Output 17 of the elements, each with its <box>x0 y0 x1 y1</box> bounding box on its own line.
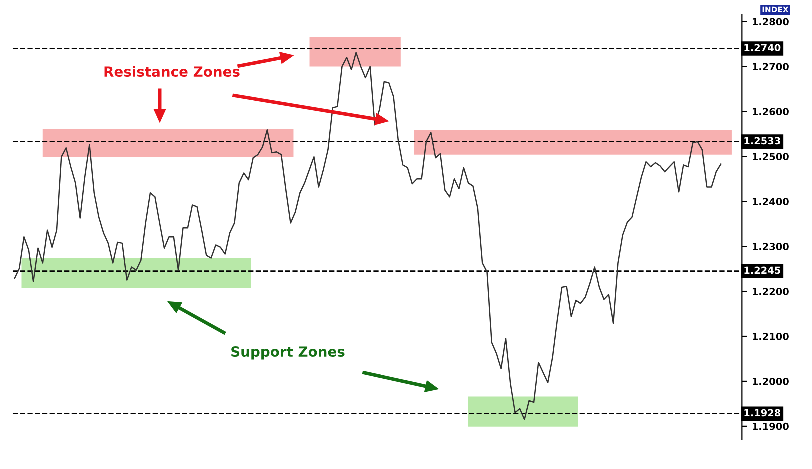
y-tick-label: 1.1900 <box>752 422 789 430</box>
ref-line-label: 1.2740 <box>744 44 781 52</box>
y-tick-label: 1.2800 <box>752 18 789 26</box>
annotation: Support Zones <box>232 346 345 360</box>
y-tick-label: 1.2100 <box>752 332 789 340</box>
y-tick-label: 1.2400 <box>752 198 789 206</box>
line-series <box>14 52 722 420</box>
y-tick-label: 1.2000 <box>752 378 789 386</box>
y-tick-label: 1.2500 <box>752 153 789 160</box>
ref-line-label: 1.2533 <box>744 137 780 145</box>
y-tick-label: 1.2300 <box>752 243 789 250</box>
y-tick-label: 1.2700 <box>752 63 789 71</box>
ref-line-label: 1.1928 <box>744 409 781 417</box>
y-tick-label: 1.2200 <box>752 288 789 296</box>
ref-line-label: 1.2245 <box>744 266 780 274</box>
y-tick-label: 1.2600 <box>752 108 789 116</box>
annotation: Resistance Zones <box>104 66 240 78</box>
